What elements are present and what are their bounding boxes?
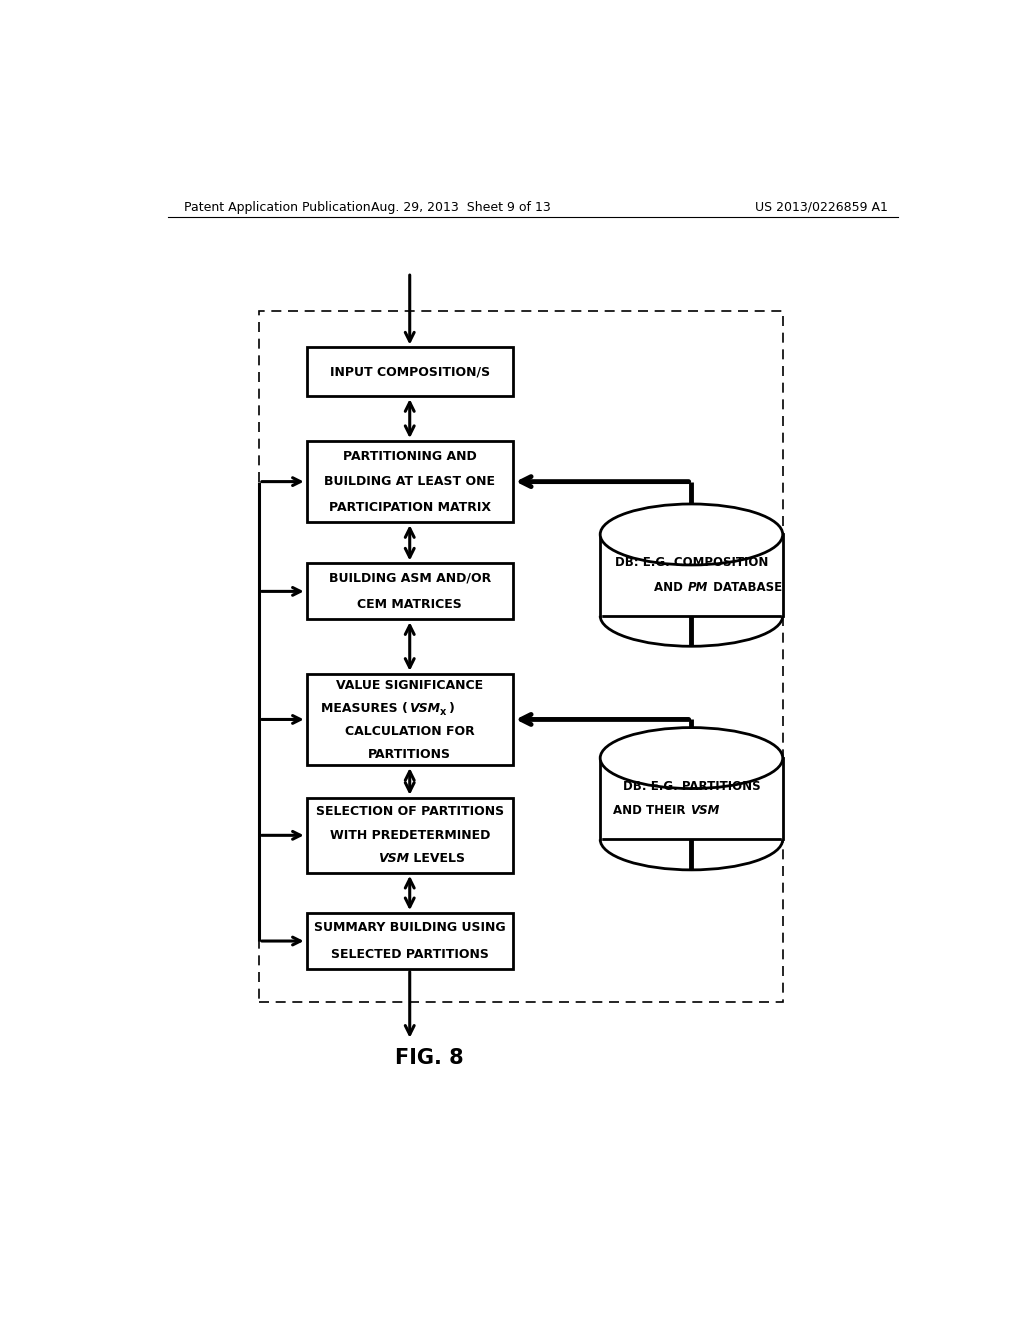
Text: INPUT COMPOSITION/S: INPUT COMPOSITION/S <box>330 366 489 379</box>
Text: VSM: VSM <box>378 853 409 865</box>
Text: x: x <box>440 708 446 717</box>
Bar <box>306 913 513 969</box>
Bar <box>259 312 782 1002</box>
Bar <box>600 758 782 840</box>
Text: BUILDING AT LEAST ONE: BUILDING AT LEAST ONE <box>325 475 496 488</box>
Text: PARTICIPATION MATRIX: PARTICIPATION MATRIX <box>329 500 490 513</box>
Text: CEM MATRICES: CEM MATRICES <box>357 598 462 611</box>
Bar <box>306 673 513 766</box>
Text: DATABASE: DATABASE <box>709 581 782 594</box>
Text: ): ) <box>450 702 456 714</box>
Bar <box>306 797 513 873</box>
Text: VSM: VSM <box>409 702 440 714</box>
Ellipse shape <box>600 727 782 788</box>
Text: CALCULATION FOR: CALCULATION FOR <box>345 725 474 738</box>
Text: MEASURES (: MEASURES ( <box>322 702 409 714</box>
Bar <box>306 564 513 619</box>
Ellipse shape <box>600 504 782 565</box>
Bar <box>306 441 513 523</box>
Text: FIG. 8: FIG. 8 <box>395 1048 464 1068</box>
Bar <box>306 347 513 396</box>
Text: AND: AND <box>654 581 687 594</box>
Text: DB: E.G. PARTITIONS: DB: E.G. PARTITIONS <box>623 780 760 793</box>
Text: BUILDING ASM AND/OR: BUILDING ASM AND/OR <box>329 572 490 585</box>
Text: Patent Application Publication: Patent Application Publication <box>183 201 371 214</box>
Text: AND THEIR: AND THEIR <box>613 804 690 817</box>
Bar <box>600 535 782 616</box>
Text: SELECTED PARTITIONS: SELECTED PARTITIONS <box>331 948 488 961</box>
Text: SELECTION OF PARTITIONS: SELECTION OF PARTITIONS <box>315 805 504 818</box>
Text: WITH PREDETERMINED: WITH PREDETERMINED <box>330 829 489 842</box>
Text: DB: E.G. COMPOSITION: DB: E.G. COMPOSITION <box>614 557 768 569</box>
Text: US 2013/0226859 A1: US 2013/0226859 A1 <box>755 201 888 214</box>
Text: PARTITIONING AND: PARTITIONING AND <box>343 450 476 463</box>
Text: Aug. 29, 2013  Sheet 9 of 13: Aug. 29, 2013 Sheet 9 of 13 <box>372 201 551 214</box>
Text: LEVELS: LEVELS <box>409 853 465 865</box>
Text: VSM: VSM <box>690 804 719 817</box>
Text: PM: PM <box>687 581 708 594</box>
Text: PARTITIONS: PARTITIONS <box>369 747 452 760</box>
Text: SUMMARY BUILDING USING: SUMMARY BUILDING USING <box>314 921 506 935</box>
Text: VALUE SIGNIFICANCE: VALUE SIGNIFICANCE <box>336 680 483 693</box>
